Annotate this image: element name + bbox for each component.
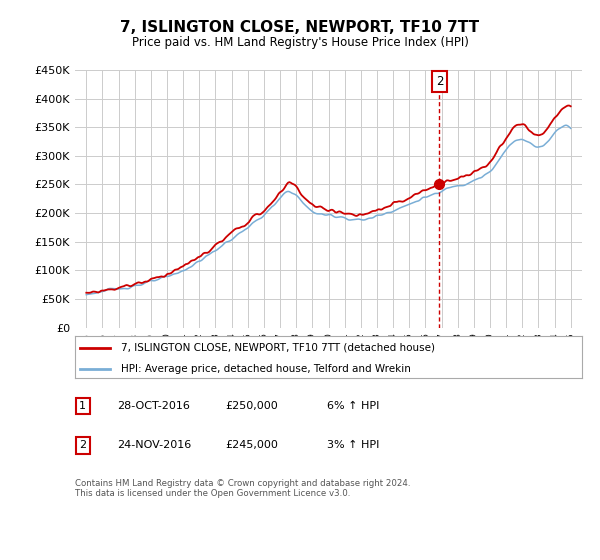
Text: 28-OCT-2016: 28-OCT-2016 <box>117 401 190 411</box>
Text: 2: 2 <box>436 75 443 88</box>
Text: HPI: Average price, detached house, Telford and Wrekin: HPI: Average price, detached house, Telf… <box>121 364 410 374</box>
Text: 3% ↑ HPI: 3% ↑ HPI <box>327 440 379 450</box>
Text: 2: 2 <box>79 440 86 450</box>
Text: £250,000: £250,000 <box>225 401 278 411</box>
Text: 24-NOV-2016: 24-NOV-2016 <box>117 440 191 450</box>
Text: 7, ISLINGTON CLOSE, NEWPORT, TF10 7TT: 7, ISLINGTON CLOSE, NEWPORT, TF10 7TT <box>121 20 479 35</box>
Text: 1: 1 <box>79 401 86 411</box>
Text: 7, ISLINGTON CLOSE, NEWPORT, TF10 7TT (detached house): 7, ISLINGTON CLOSE, NEWPORT, TF10 7TT (d… <box>121 343 434 353</box>
Text: Price paid vs. HM Land Registry's House Price Index (HPI): Price paid vs. HM Land Registry's House … <box>131 36 469 49</box>
Text: 6% ↑ HPI: 6% ↑ HPI <box>327 401 379 411</box>
Text: Contains HM Land Registry data © Crown copyright and database right 2024.
This d: Contains HM Land Registry data © Crown c… <box>75 479 410 498</box>
Text: £245,000: £245,000 <box>225 440 278 450</box>
